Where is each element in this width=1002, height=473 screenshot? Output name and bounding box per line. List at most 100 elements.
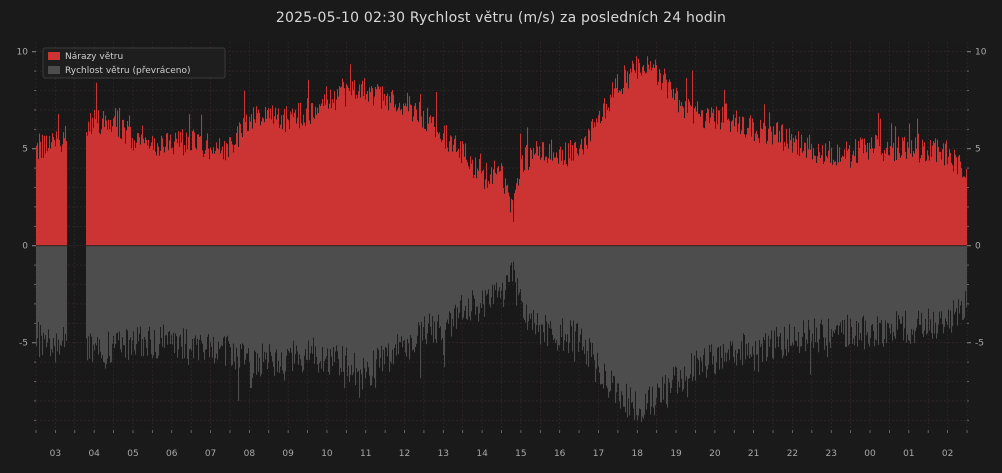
speed-bar <box>811 245 813 342</box>
speed-bar <box>772 245 774 358</box>
gust-bar <box>581 138 583 246</box>
gust-bar <box>122 119 124 246</box>
gust-bar <box>687 112 689 246</box>
x-tick-label: 07 <box>205 449 216 459</box>
gust-bar <box>347 85 349 246</box>
gust-bar <box>537 146 539 246</box>
gust-bar <box>556 152 558 246</box>
gust-bar <box>830 162 832 246</box>
speed-bar <box>430 245 432 327</box>
gust-bar <box>278 108 280 246</box>
speed-bar <box>56 245 58 334</box>
speed-bar <box>441 245 443 341</box>
gust-bar <box>415 103 417 246</box>
gust-bar <box>171 148 173 246</box>
speed-bar <box>326 245 328 357</box>
speed-bar <box>309 245 311 360</box>
speed-bar <box>624 245 626 407</box>
gust-bar <box>56 131 58 246</box>
gust-bar <box>799 155 801 246</box>
gust-bar <box>241 132 243 246</box>
gust-bar <box>852 154 854 246</box>
speed-bar <box>873 245 875 331</box>
speed-bar <box>173 245 175 333</box>
speed-bar <box>114 245 116 348</box>
gust-bar <box>671 89 673 246</box>
speed-bar <box>428 245 430 323</box>
gust-bar <box>251 114 253 246</box>
speed-bar <box>254 245 256 351</box>
speed-bar <box>943 245 945 334</box>
gust-bar <box>287 118 289 246</box>
gust-bar <box>880 118 882 246</box>
speed-bar <box>310 245 312 354</box>
x-tick-label: 01 <box>903 449 914 459</box>
gust-bar <box>940 151 942 246</box>
speed-bar <box>602 245 604 384</box>
gust-bar <box>46 135 48 246</box>
gust-bar <box>839 147 841 246</box>
gust-bar <box>914 153 916 246</box>
gust-bar <box>457 150 459 246</box>
gust-bar <box>677 90 679 246</box>
gust-bar <box>269 118 271 246</box>
gust-bar <box>401 109 403 246</box>
speed-bar <box>330 245 332 350</box>
speed-bar <box>565 245 567 335</box>
gust-bar <box>845 158 847 246</box>
gust-bar <box>151 142 153 246</box>
gust-bar <box>858 140 860 246</box>
speed-bar <box>219 245 221 350</box>
gust-bar <box>516 183 518 246</box>
speed-bar <box>278 245 280 361</box>
speed-bar <box>237 245 239 357</box>
speed-bar <box>540 245 542 345</box>
legend-label-gusts: Nárazy větru <box>65 52 123 62</box>
speed-bar <box>184 245 186 359</box>
gust-bar <box>499 171 501 246</box>
speed-bar <box>270 245 272 352</box>
speed-bar <box>888 245 890 324</box>
gust-bar <box>794 142 796 246</box>
gust-bar <box>381 108 383 246</box>
gust-bar <box>450 135 452 246</box>
speed-bar <box>821 245 823 320</box>
speed-bar <box>855 245 857 336</box>
gust-bar <box>946 140 948 246</box>
gust-bar <box>334 91 336 246</box>
gust-bar <box>217 147 219 246</box>
gust-bar <box>787 143 789 246</box>
speed-bar <box>847 245 849 315</box>
speed-bar <box>105 245 107 369</box>
gust-bar <box>622 94 624 246</box>
gust-bar <box>158 146 160 246</box>
speed-bar <box>297 245 299 352</box>
gust-bar <box>329 103 331 246</box>
gust-bar <box>342 78 344 246</box>
gust-bar <box>648 64 650 246</box>
gust-bar <box>817 156 819 246</box>
gust-bar <box>431 122 433 246</box>
gust-bar <box>588 128 590 246</box>
gust-bar <box>774 134 776 246</box>
gust-bar <box>539 146 541 246</box>
gust-bar <box>191 150 193 246</box>
speed-bar <box>735 245 737 351</box>
gust-bar <box>226 142 228 246</box>
speed-bar <box>717 245 719 349</box>
gust-bar <box>710 117 712 246</box>
gust-bar <box>144 143 146 246</box>
speed-bar <box>892 245 894 341</box>
speed-bar <box>767 245 769 357</box>
speed-bar <box>304 245 306 356</box>
gust-bar <box>729 120 731 246</box>
speed-bar <box>665 245 667 376</box>
gust-bar <box>726 103 728 246</box>
gust-bar <box>387 93 389 246</box>
speed-bar <box>99 245 101 340</box>
gust-bar <box>819 152 821 246</box>
speed-bar <box>957 245 959 326</box>
gust-bar <box>41 157 43 246</box>
gust-bar <box>190 150 192 246</box>
speed-bar <box>801 245 803 347</box>
